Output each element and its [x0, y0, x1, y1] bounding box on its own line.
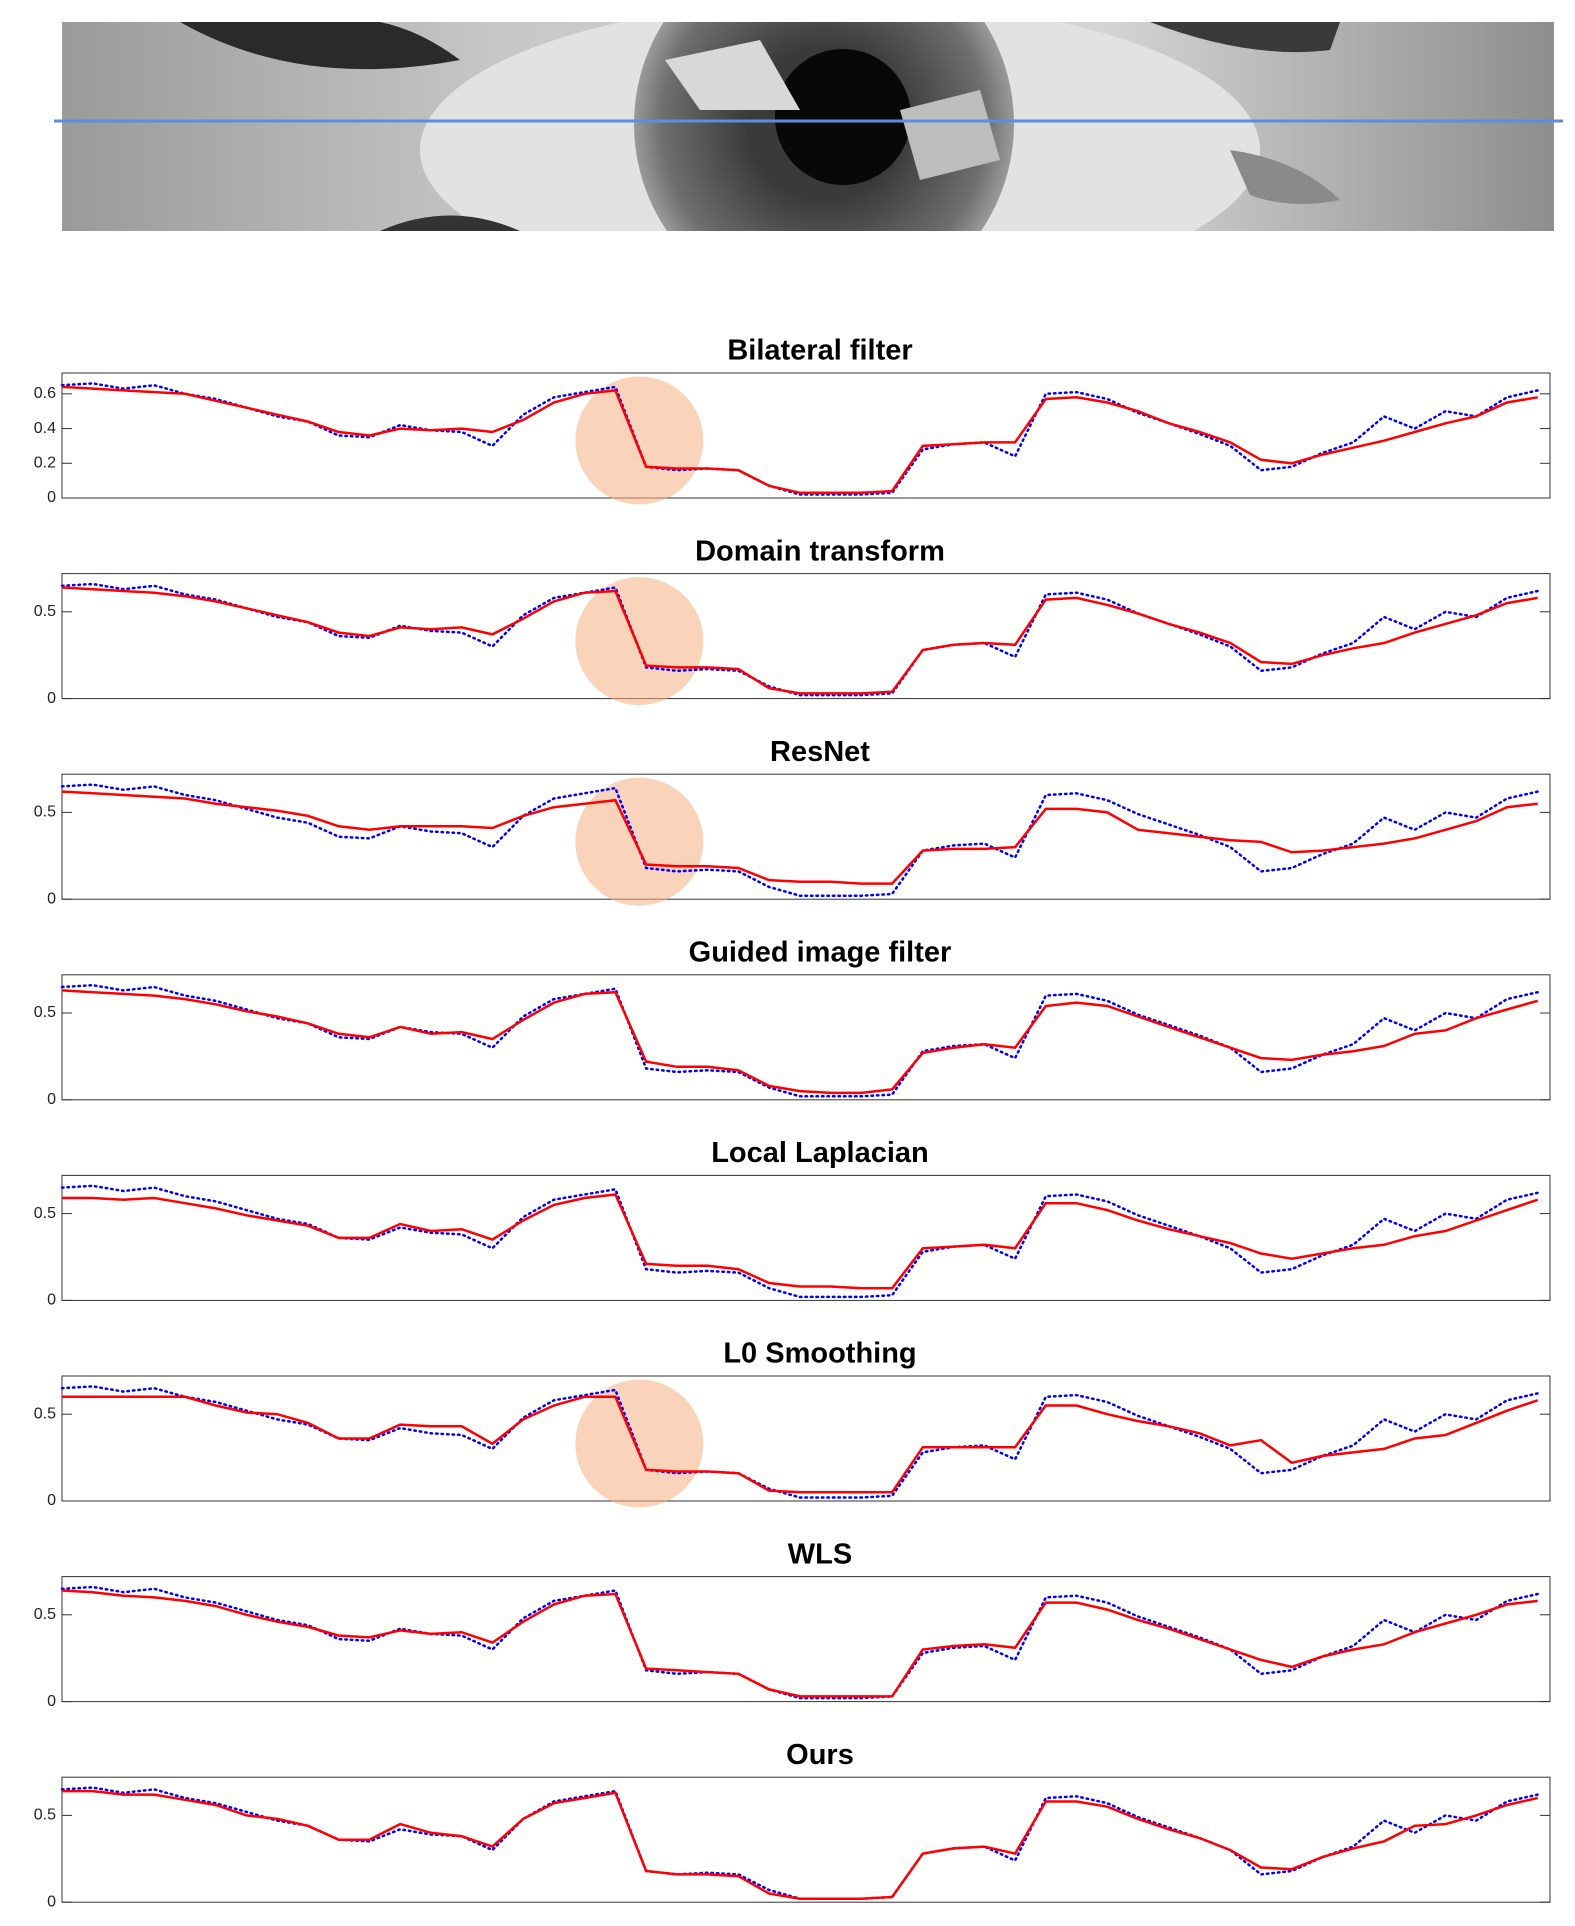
y-tick-label: 0.2 — [34, 454, 56, 471]
input-line — [60, 1585, 1539, 1700]
y-tick-label: 0.5 — [34, 1606, 56, 1623]
chart-title: Ours — [786, 1739, 854, 1771]
chart-title: ResNet — [770, 736, 870, 768]
input-line — [60, 382, 1539, 496]
y-tick-label: 0.5 — [34, 1807, 56, 1824]
y-tick-label: 0.5 — [34, 1004, 56, 1021]
y-tick-label: 0.5 — [34, 1405, 56, 1422]
y-tick-label: 0 — [47, 1893, 56, 1910]
y-tick-label: 0 — [47, 690, 56, 707]
chart-title: Local Laplacian — [711, 1137, 929, 1169]
plot-frame — [61, 974, 1551, 1101]
plot-frame — [61, 773, 1551, 900]
highlight-circle — [575, 376, 704, 505]
chart-title: L0 Smoothing — [723, 1338, 916, 1370]
filtered-line — [62, 1193, 1539, 1290]
chart-title: Domain transform — [695, 535, 945, 567]
input-line — [60, 1385, 1539, 1499]
y-tick-label: 0.5 — [34, 1205, 56, 1222]
chart-title: Guided image filter — [689, 936, 952, 968]
highlight-circle — [575, 777, 704, 906]
filtered-line — [61, 790, 1538, 885]
y-tick-label: 0.5 — [34, 804, 56, 821]
highlight-circle — [575, 577, 704, 706]
highlight-circle — [575, 1379, 704, 1508]
y-tick-label: 0.4 — [34, 420, 56, 437]
y-tick-label: 0 — [47, 489, 56, 506]
y-tick-label: 0.6 — [34, 385, 56, 402]
input-line — [60, 983, 1539, 1098]
plot-frame — [61, 1576, 1551, 1703]
input-line — [60, 582, 1539, 697]
filtered-line — [61, 1589, 1538, 1698]
chart-title: WLS — [788, 1538, 852, 1570]
filtered-line — [61, 385, 1538, 495]
filtered-line — [62, 1789, 1538, 1900]
y-tick-label: 0 — [47, 1292, 56, 1309]
y-tick-label: 0 — [47, 1693, 56, 1710]
plot-frame — [61, 372, 1551, 499]
y-tick-label: 0 — [47, 890, 56, 907]
chart-title: Bilateral filter — [727, 335, 912, 367]
input-line — [60, 783, 1539, 897]
plot-frame — [61, 1174, 1551, 1301]
y-tick-label: 0.5 — [34, 603, 56, 620]
plot-frame — [61, 1375, 1551, 1502]
y-tick-label: 0 — [47, 1492, 56, 1509]
y-tick-label: 0 — [47, 1091, 56, 1108]
plot-frame — [61, 1776, 1551, 1903]
eye-photo — [62, 22, 1554, 231]
input-line — [60, 1184, 1539, 1299]
filtered-line — [61, 586, 1538, 695]
plot-frame — [61, 573, 1551, 700]
filtered-line — [61, 989, 1539, 1095]
filtered-line — [62, 1395, 1539, 1494]
